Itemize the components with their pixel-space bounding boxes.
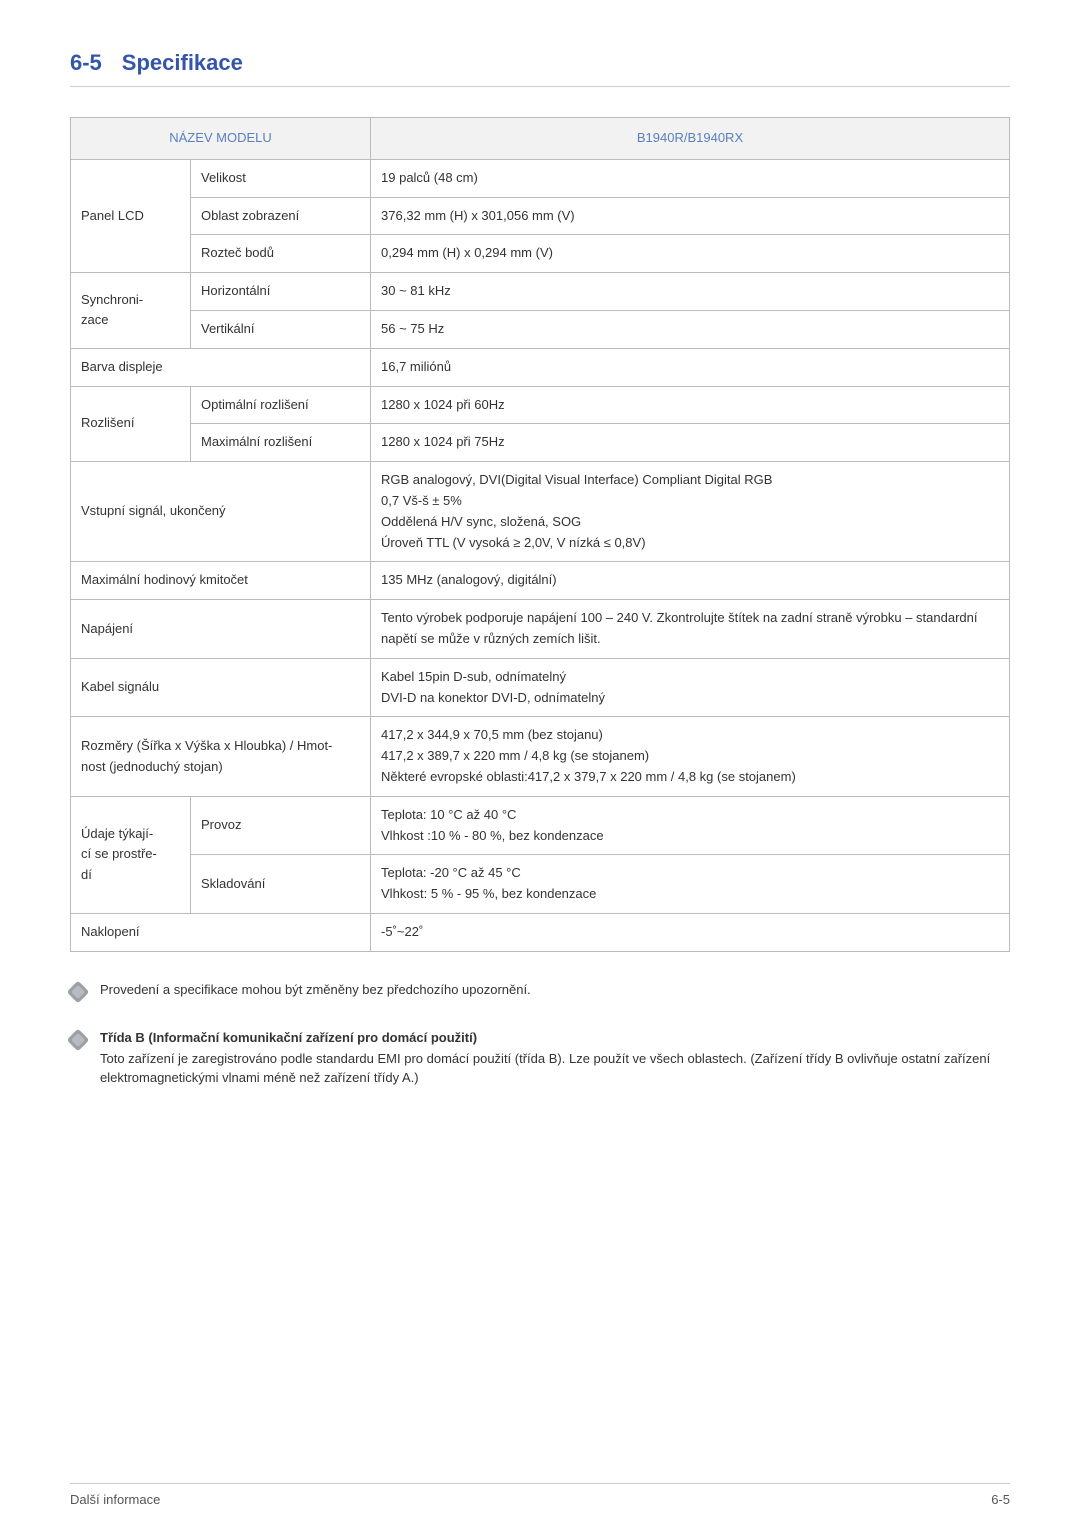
note-text: Třída B (Informační komunikační zařízení… <box>100 1030 1010 1088</box>
spec-table: NÁZEV MODELU B1940R/B1940RX Panel LCD Ve… <box>70 117 1010 952</box>
env-st-label: Skladování <box>191 855 371 914</box>
sync-label: Synchroni- zace <box>71 273 191 349</box>
sync-h-value: 30 ~ 81 kHz <box>371 273 1010 311</box>
clock-value: 135 MHz (analogový, digitální) <box>371 562 1010 600</box>
section-number: 6-5 <box>70 50 102 76</box>
opt-res-value: 1280 x 1024 při 60Hz <box>371 386 1010 424</box>
input-label: Vstupní signál, ukončený <box>71 462 371 562</box>
footer-right: 6-5 <box>991 1492 1010 1507</box>
env-op-value: Teplota: 10 °C až 40 °C Vlhkost :10 % - … <box>371 796 1010 855</box>
env-op-label: Provoz <box>191 796 371 855</box>
color-label: Barva displeje <box>71 348 371 386</box>
note-block: Provedení a specifikace mohou být změněn… <box>70 982 1010 1000</box>
note-icon <box>67 1028 90 1051</box>
max-res-label: Maximální rozlišení <box>191 424 371 462</box>
table-row: Maximální hodinový kmitočet 135 MHz (ana… <box>71 562 1010 600</box>
section-header: 6-5 Specifikace <box>70 50 1010 87</box>
power-value: Tento výrobek podporuje napájení 100 – 2… <box>371 600 1010 659</box>
tilt-value: -5˚~22˚ <box>371 913 1010 951</box>
color-value: 16,7 miliónů <box>371 348 1010 386</box>
model-label-header: NÁZEV MODELU <box>71 118 371 160</box>
table-row: Kabel signálu Kabel 15pin D-sub, odnímat… <box>71 658 1010 717</box>
size-label: Velikost <box>191 159 371 197</box>
table-row: Oblast zobrazení 376,32 mm (H) x 301,056… <box>71 197 1010 235</box>
opt-res-label: Optimální rozlišení <box>191 386 371 424</box>
note-block: Třída B (Informační komunikační zařízení… <box>70 1030 1010 1088</box>
table-row: Rozlišení Optimální rozlišení 1280 x 102… <box>71 386 1010 424</box>
env-label: Údaje týkají- cí se prostře- dí <box>71 796 191 913</box>
tilt-label: Naklopení <box>71 913 371 951</box>
note-text: Provedení a specifikace mohou být změněn… <box>100 982 1010 997</box>
table-row: Synchroni- zace Horizontální 30 ~ 81 kHz <box>71 273 1010 311</box>
sync-v-label: Vertikální <box>191 310 371 348</box>
page-footer: Další informace 6-5 <box>70 1483 1010 1507</box>
sync-v-value: 56 ~ 75 Hz <box>371 310 1010 348</box>
table-row: Vstupní signál, ukončený RGB analogový, … <box>71 462 1010 562</box>
note-icon <box>67 980 90 1003</box>
input-value: RGB analogový, DVI(Digital Visual Interf… <box>371 462 1010 562</box>
panel-lcd-label: Panel LCD <box>71 159 191 272</box>
note-body: Toto zařízení je zaregistrováno podle st… <box>100 1049 1010 1088</box>
area-value: 376,32 mm (H) x 301,056 mm (V) <box>371 197 1010 235</box>
table-row: Rozteč bodů 0,294 mm (H) x 0,294 mm (V) <box>71 235 1010 273</box>
max-res-value: 1280 x 1024 při 75Hz <box>371 424 1010 462</box>
power-label: Napájení <box>71 600 371 659</box>
model-value-header: B1940R/B1940RX <box>371 118 1010 160</box>
table-row: Údaje týkají- cí se prostře- dí Provoz T… <box>71 796 1010 855</box>
resolution-label: Rozlišení <box>71 386 191 462</box>
table-row: Skladování Teplota: -20 °C až 45 °C Vlhk… <box>71 855 1010 914</box>
table-header-row: NÁZEV MODELU B1940R/B1940RX <box>71 118 1010 160</box>
env-st-value: Teplota: -20 °C až 45 °C Vlhkost: 5 % - … <box>371 855 1010 914</box>
pitch-label: Rozteč bodů <box>191 235 371 273</box>
sync-h-label: Horizontální <box>191 273 371 311</box>
note-title: Třída B (Informační komunikační zařízení… <box>100 1030 1010 1045</box>
cable-label: Kabel signálu <box>71 658 371 717</box>
footer-left: Další informace <box>70 1492 160 1507</box>
dims-value: 417,2 x 344,9 x 70,5 mm (bez stojanu) 41… <box>371 717 1010 796</box>
table-row: Maximální rozlišení 1280 x 1024 při 75Hz <box>71 424 1010 462</box>
dims-label: Rozměry (Šířka x Výška x Hloubka) / Hmot… <box>71 717 371 796</box>
table-row: Naklopení -5˚~22˚ <box>71 913 1010 951</box>
table-row: Napájení Tento výrobek podporuje napájen… <box>71 600 1010 659</box>
cable-value: Kabel 15pin D-sub, odnímatelný DVI-D na … <box>371 658 1010 717</box>
table-row: Vertikální 56 ~ 75 Hz <box>71 310 1010 348</box>
table-row: Panel LCD Velikost 19 palců (48 cm) <box>71 159 1010 197</box>
table-row: Barva displeje 16,7 miliónů <box>71 348 1010 386</box>
section-title: Specifikace <box>122 50 243 76</box>
area-label: Oblast zobrazení <box>191 197 371 235</box>
pitch-value: 0,294 mm (H) x 0,294 mm (V) <box>371 235 1010 273</box>
clock-label: Maximální hodinový kmitočet <box>71 562 371 600</box>
size-value: 19 palců (48 cm) <box>371 159 1010 197</box>
table-row: Rozměry (Šířka x Výška x Hloubka) / Hmot… <box>71 717 1010 796</box>
